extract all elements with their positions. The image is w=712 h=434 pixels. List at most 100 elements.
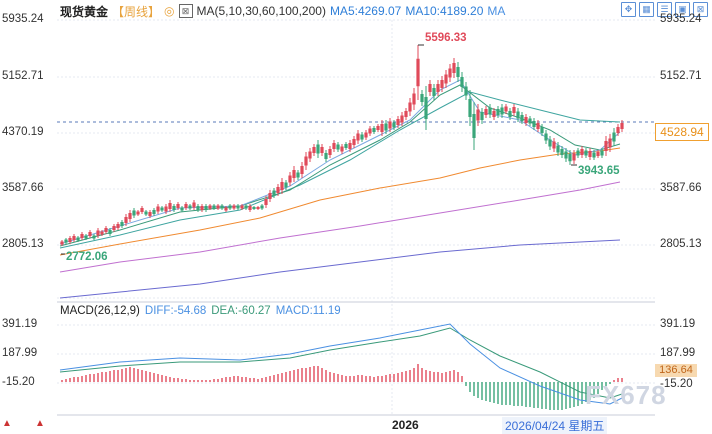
candle	[440, 76, 444, 92]
candle-body	[164, 206, 168, 212]
candle-body	[444, 74, 448, 84]
macd-bar	[129, 367, 131, 382]
candle	[448, 64, 452, 82]
candle-body	[292, 170, 296, 178]
macd-bar	[361, 375, 363, 382]
candle-body	[208, 205, 212, 209]
macd-bar	[385, 375, 387, 382]
macd-y-tick-left: 391.19	[2, 318, 38, 330]
candle	[456, 62, 460, 82]
macd-bar	[389, 374, 391, 382]
alert-icon-2[interactable]: ▲	[35, 418, 45, 429]
settings-circle-icon[interactable]: ◎	[164, 4, 175, 18]
candle-body	[404, 111, 408, 117]
macd-bar	[373, 377, 375, 382]
candle-body	[384, 123, 388, 131]
candle-body	[224, 207, 228, 211]
candle-body	[428, 84, 432, 92]
macd-diff-value: DIFF:-54.68	[144, 305, 207, 317]
period-selector[interactable]: 【周线】	[112, 4, 161, 19]
candle-body	[364, 132, 368, 138]
candle	[588, 148, 592, 160]
macd-bar	[265, 377, 267, 382]
candle	[500, 104, 504, 118]
candle	[76, 236, 80, 242]
candle-body	[96, 230, 100, 236]
candle-body	[352, 139, 356, 145]
candle-body	[392, 122, 396, 128]
macd-bar	[497, 382, 499, 404]
candle-body	[200, 206, 204, 210]
candle	[516, 108, 520, 122]
macd-value: MACD:11.19	[275, 305, 341, 317]
candle-body	[468, 99, 472, 117]
candle-body	[600, 150, 604, 156]
macd-bar	[277, 374, 279, 382]
candle	[480, 108, 484, 124]
expand-icon[interactable]: ✥	[621, 2, 636, 17]
candle	[208, 204, 212, 210]
candle	[288, 172, 292, 186]
candle-body	[92, 235, 96, 239]
candle	[232, 204, 236, 210]
candle	[188, 204, 192, 210]
grid-icon[interactable]: ▦	[639, 2, 654, 17]
close-icon[interactable]: ⊠	[693, 2, 708, 17]
candle	[368, 126, 372, 136]
macd-y-tick-right: 391.19	[660, 318, 696, 330]
candle-body	[188, 205, 192, 209]
candle-body	[152, 210, 156, 214]
list-icon[interactable]: ☰	[657, 2, 672, 17]
candle	[308, 148, 312, 162]
layout-icon[interactable]: ▣	[675, 2, 690, 17]
macd-label[interactable]: MACD(26,12,9)	[60, 305, 140, 317]
candle	[496, 106, 500, 118]
macd-y-tick-right: -15.20	[660, 378, 693, 390]
candle	[148, 210, 152, 218]
macd-bar	[537, 382, 539, 408]
candle-body	[268, 193, 272, 199]
candle-body	[348, 143, 352, 149]
candle-body	[344, 144, 348, 148]
macd-bar	[525, 382, 527, 407]
candle	[264, 196, 268, 208]
candle-body	[488, 107, 492, 115]
macd-bar	[545, 382, 547, 409]
candle-body	[196, 206, 200, 210]
candle-body	[356, 133, 360, 141]
macd-bar	[553, 382, 555, 410]
candle-body	[232, 205, 236, 209]
macd-bar	[477, 382, 479, 398]
candle-body	[604, 141, 608, 151]
candle	[556, 142, 560, 156]
y-tick-right: 5152.71	[660, 70, 702, 82]
current-price-tag: 4528.94	[655, 123, 709, 141]
alert-icon[interactable]: ▲	[2, 418, 12, 429]
candle	[416, 45, 420, 100]
macd-bar	[549, 382, 551, 410]
candle-body	[460, 77, 464, 87]
candle-body	[452, 63, 456, 73]
macd-bar	[609, 382, 611, 384]
candle	[168, 200, 172, 212]
macd-bar	[369, 376, 371, 382]
candle	[468, 90, 472, 126]
macd-y-tick-right: 187.99	[660, 347, 696, 359]
ma-indicator-label[interactable]: MA(5,10,30,60,100,200)	[196, 4, 326, 18]
candle	[200, 204, 204, 212]
chart-type-icon[interactable]: ⊠	[178, 4, 193, 18]
macd-bar	[513, 382, 515, 406]
candle-body	[72, 236, 76, 240]
macd-bar	[301, 368, 303, 382]
macd-bar	[221, 378, 223, 382]
candle-body	[272, 190, 276, 196]
candle	[260, 204, 264, 210]
candle-body	[360, 134, 364, 140]
candle	[312, 144, 316, 156]
macd-bar	[449, 371, 451, 382]
candle	[176, 202, 180, 210]
macd-bar	[597, 382, 599, 394]
candle	[488, 104, 492, 118]
candle	[320, 144, 324, 156]
